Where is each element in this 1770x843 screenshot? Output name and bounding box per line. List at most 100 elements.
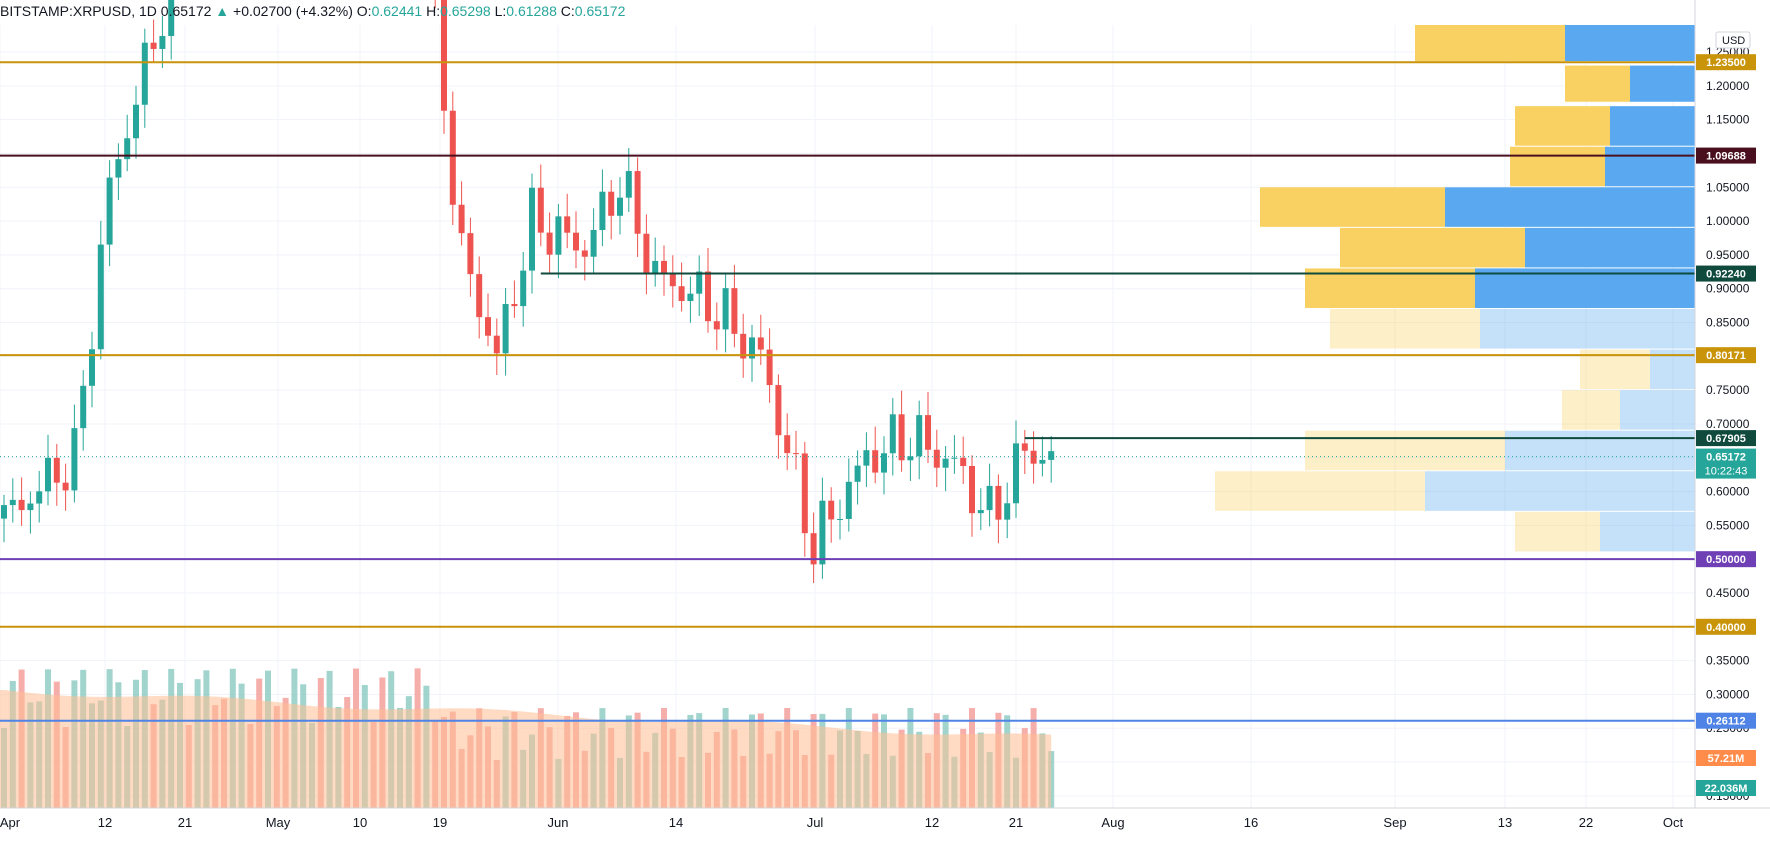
vp-bar-up (1510, 146, 1605, 187)
vp-bar-up (1415, 25, 1565, 62)
candle-body (845, 481, 852, 519)
volume-ma-label: 57.21M (1708, 753, 1745, 765)
level-label-bg (1696, 265, 1756, 282)
time-tick-label: 12 (98, 815, 112, 830)
open-label: O: (356, 3, 372, 19)
price-tick-label: 1.00000 (1706, 214, 1750, 228)
candle-body (485, 317, 491, 336)
candle-body (36, 491, 43, 504)
candle-body (546, 232, 553, 255)
level-label-bg (1696, 712, 1756, 729)
candle-body (617, 197, 623, 216)
level-label-bg (1696, 54, 1756, 71)
candle-body (969, 465, 975, 514)
candle-body (837, 518, 843, 520)
price-tick-label: 0.55000 (1706, 518, 1750, 532)
candle-body (511, 304, 518, 307)
candle-body (731, 288, 738, 334)
candle-body (643, 233, 650, 275)
time-tick-label: 21 (178, 815, 192, 830)
symbol-interval[interactable]: BITSTAMP:XRPUSD, 1D (0, 3, 157, 19)
candle-body (1048, 451, 1055, 460)
level-label-bg (1696, 618, 1756, 635)
candle-body (590, 229, 597, 257)
price-tick-label: 0.60000 (1706, 485, 1750, 499)
candle-body (863, 450, 870, 466)
vp-bar-up (1515, 511, 1600, 552)
low-value: 0.61288 (506, 3, 557, 19)
price-tick-label: 0.35000 (1706, 654, 1750, 668)
time-tick-label: Jun (548, 815, 569, 830)
level-label: 1.09688 (1706, 151, 1746, 163)
high-value: 0.65298 (440, 3, 491, 19)
price-tick-label: 1.20000 (1706, 79, 1750, 93)
close-value: 0.65172 (574, 3, 626, 19)
vp-bar-up (1260, 187, 1445, 227)
vp-bar-down (1525, 227, 1695, 268)
time-tick-label: 19 (433, 815, 447, 830)
volume-ma-area (0, 690, 1052, 808)
time-tick-label: Apr (0, 815, 21, 830)
level-label-bg (1696, 147, 1756, 164)
candle-body (916, 415, 923, 457)
candle-body (678, 286, 685, 302)
candle-body (168, 0, 175, 37)
candle-body (441, 0, 447, 111)
price-axis[interactable]: 1.250001.200001.150001.100001.050001.000… (1694, 0, 1751, 808)
candle-body (810, 533, 817, 565)
vp-bar-down (1600, 511, 1695, 552)
candle-body (71, 428, 78, 491)
candle-body (80, 385, 87, 429)
candle-body (995, 485, 1002, 520)
candle-body (502, 304, 509, 354)
vp-bar-down (1425, 471, 1695, 511)
candle-body (520, 270, 527, 307)
candle-body (722, 288, 729, 330)
level-label: 1.23500 (1706, 57, 1746, 69)
vp-bar-down (1620, 390, 1695, 430)
candle-body (793, 453, 799, 455)
close-label: C: (560, 3, 575, 19)
price-tick-label: 0.85000 (1706, 316, 1750, 330)
candle-body (106, 177, 113, 245)
candle-body (854, 465, 861, 482)
price-labels: 1.23500 1.09688 0.92240 0.80171 0.67905 0.500… (1696, 54, 1756, 796)
candle-body (757, 337, 764, 350)
price-tick-label: 0.75000 (1706, 383, 1750, 397)
candle-body (652, 260, 659, 275)
candle-body (53, 457, 60, 483)
price-tick-label: 0.95000 (1706, 248, 1750, 262)
candle-body (124, 138, 131, 160)
candle-body (27, 503, 34, 511)
vp-bar-down (1445, 187, 1695, 227)
time-tick-label: 14 (669, 815, 683, 830)
candle-body (150, 42, 157, 49)
candle-body (687, 293, 694, 302)
candle-body (449, 110, 456, 205)
candle-body (705, 271, 711, 322)
candle-body (942, 458, 949, 468)
candle-body (801, 453, 808, 534)
candle-body (625, 171, 632, 198)
level-label: 0.80171 (1706, 350, 1746, 362)
candle-body (872, 450, 879, 473)
vp-bar-up (1562, 390, 1620, 430)
time-axis[interactable]: Apr 12 21 May 10 19 Jun 14 Jul 12 21 Aug 16 Sep 13 22 Oc… (0, 807, 1770, 830)
change-arrow: ▲ (215, 3, 230, 19)
price-tick-label: 0.70000 (1706, 417, 1750, 431)
price-tick-label: 0.45000 (1706, 586, 1750, 600)
candle-body (634, 171, 641, 234)
high-label: H: (426, 3, 441, 19)
candle-body (89, 349, 95, 386)
time-tick-label: Sep (1383, 815, 1406, 830)
time-tick-label: 13 (1498, 815, 1512, 830)
vp-bar-up (1515, 106, 1610, 146)
horizontal-levels[interactable] (0, 61, 1695, 722)
vp-bar-down (1480, 308, 1695, 349)
last-price: 0.65172 (160, 3, 212, 19)
time-tick-label: 21 (1009, 815, 1023, 830)
price-tick-label: 1.05000 (1706, 180, 1750, 194)
countdown-label: 10:22:43 (1705, 466, 1748, 478)
vp-bar-down (1610, 106, 1695, 146)
